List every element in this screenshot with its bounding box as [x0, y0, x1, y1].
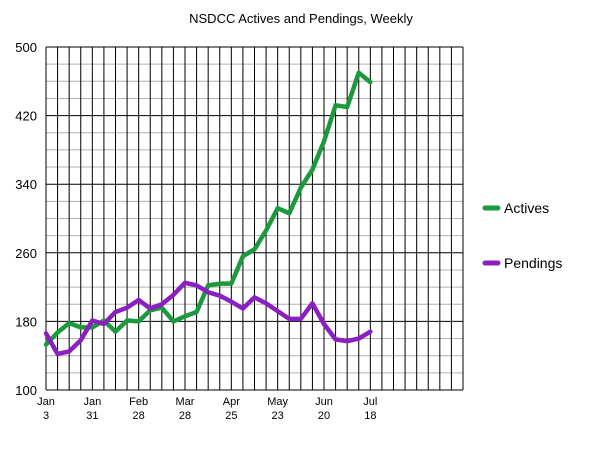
x-tick-label: 18 — [364, 410, 376, 422]
x-tick-label: 28 — [133, 410, 145, 422]
x-tick-label: 23 — [272, 410, 284, 422]
x-tick-label: 3 — [43, 410, 49, 422]
x-tick-label: 28 — [179, 410, 191, 422]
x-axis-ticks: Jan 3 Jan 31 Feb 28 Mar 28 Apr 25 May 23 Jun 20 Jul 18 — [37, 396, 377, 422]
series-line-pendings — [43, 280, 373, 357]
grid — [45, 46, 464, 391]
y-tick-label: 420 — [15, 109, 37, 124]
x-tick-label: 20 — [318, 410, 330, 422]
x-tick-label: Jan — [37, 396, 55, 408]
x-tick-label: 31 — [86, 410, 98, 422]
y-tick-label: 100 — [15, 383, 37, 398]
series-lines — [43, 70, 373, 357]
y-axis-ticks: 100 180 260 340 420 500 — [15, 40, 37, 398]
y-tick-label: 180 — [15, 314, 37, 329]
x-tick-label: Mar — [176, 396, 195, 408]
y-tick-label: 260 — [15, 246, 37, 261]
y-tick-label: 500 — [15, 40, 37, 55]
x-tick-label: 25 — [225, 410, 237, 422]
chart-title: NSDCC Actives and Pendings, Weekly — [189, 11, 413, 26]
y-tick-label: 340 — [15, 177, 37, 192]
legend-label-actives: Actives — [504, 200, 549, 216]
x-tick-label: Jun — [315, 396, 333, 408]
x-tick-label: Feb — [129, 396, 148, 408]
x-tick-label: Jan — [83, 396, 101, 408]
x-tick-label: Apr — [223, 396, 240, 408]
legend: Actives Pendings — [482, 200, 562, 271]
x-tick-label: Jul — [363, 396, 377, 408]
legend-label-pendings: Pendings — [504, 255, 562, 271]
x-tick-label: May — [267, 396, 288, 408]
